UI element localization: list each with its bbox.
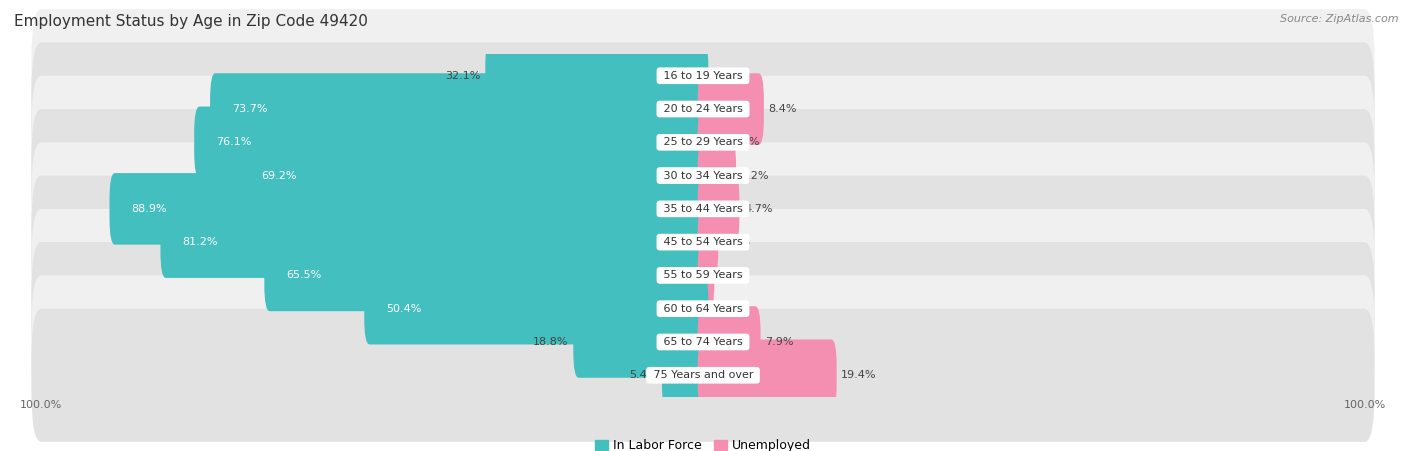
Text: 20 to 24 Years: 20 to 24 Years bbox=[659, 104, 747, 114]
FancyBboxPatch shape bbox=[110, 173, 709, 244]
Text: 32.1%: 32.1% bbox=[446, 71, 481, 81]
Text: 25 to 29 Years: 25 to 29 Years bbox=[659, 137, 747, 147]
FancyBboxPatch shape bbox=[697, 239, 714, 311]
FancyBboxPatch shape bbox=[697, 340, 837, 411]
FancyBboxPatch shape bbox=[31, 42, 1375, 175]
Text: 0.9%: 0.9% bbox=[718, 271, 747, 281]
Text: 65 to 74 Years: 65 to 74 Years bbox=[659, 337, 747, 347]
FancyBboxPatch shape bbox=[31, 9, 1375, 143]
Text: 16 to 19 Years: 16 to 19 Years bbox=[659, 71, 747, 81]
Text: 4.7%: 4.7% bbox=[744, 204, 772, 214]
Text: 18.8%: 18.8% bbox=[533, 337, 568, 347]
Text: 81.2%: 81.2% bbox=[183, 237, 218, 247]
FancyBboxPatch shape bbox=[31, 242, 1375, 375]
Text: 76.1%: 76.1% bbox=[217, 137, 252, 147]
Text: 88.9%: 88.9% bbox=[131, 204, 167, 214]
FancyBboxPatch shape bbox=[31, 175, 1375, 308]
FancyBboxPatch shape bbox=[697, 73, 763, 145]
FancyBboxPatch shape bbox=[662, 340, 709, 411]
Text: 45 to 54 Years: 45 to 54 Years bbox=[659, 237, 747, 247]
FancyBboxPatch shape bbox=[697, 306, 761, 378]
Text: 19.4%: 19.4% bbox=[841, 370, 877, 380]
Text: 75 Years and over: 75 Years and over bbox=[650, 370, 756, 380]
Text: 30 to 34 Years: 30 to 34 Years bbox=[659, 170, 747, 180]
Text: 65.5%: 65.5% bbox=[287, 271, 322, 281]
Text: 73.7%: 73.7% bbox=[232, 104, 267, 114]
Text: 55 to 59 Years: 55 to 59 Years bbox=[659, 271, 747, 281]
FancyBboxPatch shape bbox=[31, 308, 1375, 442]
FancyBboxPatch shape bbox=[31, 76, 1375, 209]
FancyBboxPatch shape bbox=[160, 207, 709, 278]
Text: Source: ZipAtlas.com: Source: ZipAtlas.com bbox=[1281, 14, 1399, 23]
FancyBboxPatch shape bbox=[209, 73, 709, 145]
Text: 8.4%: 8.4% bbox=[769, 104, 797, 114]
Text: 0.0%: 0.0% bbox=[713, 71, 741, 81]
FancyBboxPatch shape bbox=[31, 143, 1375, 276]
Text: Employment Status by Age in Zip Code 49420: Employment Status by Age in Zip Code 494… bbox=[14, 14, 368, 28]
Text: 2.8%: 2.8% bbox=[731, 137, 761, 147]
FancyBboxPatch shape bbox=[697, 140, 737, 212]
FancyBboxPatch shape bbox=[31, 276, 1375, 409]
FancyBboxPatch shape bbox=[574, 306, 709, 378]
FancyBboxPatch shape bbox=[31, 209, 1375, 342]
Text: 35 to 44 Years: 35 to 44 Years bbox=[659, 204, 747, 214]
FancyBboxPatch shape bbox=[264, 239, 709, 311]
Text: 5.4%: 5.4% bbox=[628, 370, 658, 380]
FancyBboxPatch shape bbox=[364, 273, 709, 345]
Text: 4.2%: 4.2% bbox=[741, 170, 769, 180]
Text: 50.4%: 50.4% bbox=[387, 304, 422, 314]
Text: 7.9%: 7.9% bbox=[765, 337, 794, 347]
FancyBboxPatch shape bbox=[697, 106, 727, 178]
Text: 69.2%: 69.2% bbox=[262, 170, 297, 180]
FancyBboxPatch shape bbox=[194, 106, 709, 178]
FancyBboxPatch shape bbox=[485, 40, 709, 111]
Text: 0.0%: 0.0% bbox=[713, 304, 741, 314]
Legend: In Labor Force, Unemployed: In Labor Force, Unemployed bbox=[595, 439, 811, 451]
Text: 1.5%: 1.5% bbox=[723, 237, 751, 247]
FancyBboxPatch shape bbox=[31, 109, 1375, 242]
Text: 60 to 64 Years: 60 to 64 Years bbox=[659, 304, 747, 314]
FancyBboxPatch shape bbox=[697, 207, 718, 278]
FancyBboxPatch shape bbox=[240, 140, 709, 212]
FancyBboxPatch shape bbox=[697, 173, 740, 244]
